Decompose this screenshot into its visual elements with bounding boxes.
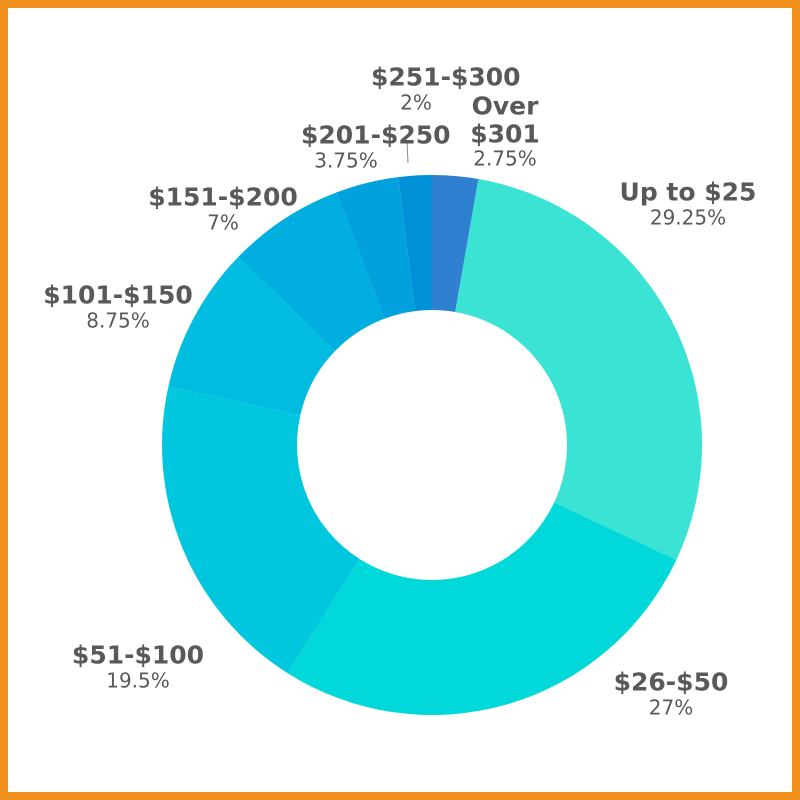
value-label: 2.75% [473, 146, 537, 171]
category-label: $51-$100 [71, 640, 205, 670]
category-label: $201-$250 [301, 120, 451, 150]
value-label: 3.75% [314, 147, 378, 172]
category-label: $251-$300 [371, 62, 521, 92]
slice [161, 386, 360, 673]
slice [398, 175, 432, 312]
category-label: $151-$200 [148, 182, 298, 212]
slice-label: $26-$50 27% [571, 668, 771, 718]
slice [432, 175, 479, 313]
category-label: $101-$150 [43, 280, 193, 310]
slice-label: $251-$300 2% [371, 62, 521, 114]
value-label: 19.5% [106, 667, 170, 692]
slice-label: $201-$250 3.75% [301, 120, 451, 172]
slice [238, 192, 385, 352]
slice-label: $151-$200 7% [123, 183, 323, 233]
slice [336, 177, 416, 319]
slice [168, 257, 336, 416]
slice-label: $101-$150 8.75% [18, 281, 218, 331]
value-label: 27% [648, 694, 694, 719]
slice [287, 502, 677, 715]
value-label: 29.25% [649, 204, 727, 229]
slice [455, 179, 702, 560]
slice-label: $51-$100 19.5% [38, 641, 238, 691]
category-label: Over $301 [470, 91, 540, 148]
value-label: 8.75% [86, 307, 150, 332]
leader-line [406, 140, 409, 164]
value-label: 2% [400, 89, 432, 114]
value-label: 7% [207, 209, 239, 234]
slice-label: Over $301 2.75% [460, 91, 550, 171]
category-label: $26-$50 [613, 667, 729, 697]
category-label: Up to $25 [619, 177, 757, 207]
slice-label: Up to $25 29.25% [588, 178, 788, 228]
